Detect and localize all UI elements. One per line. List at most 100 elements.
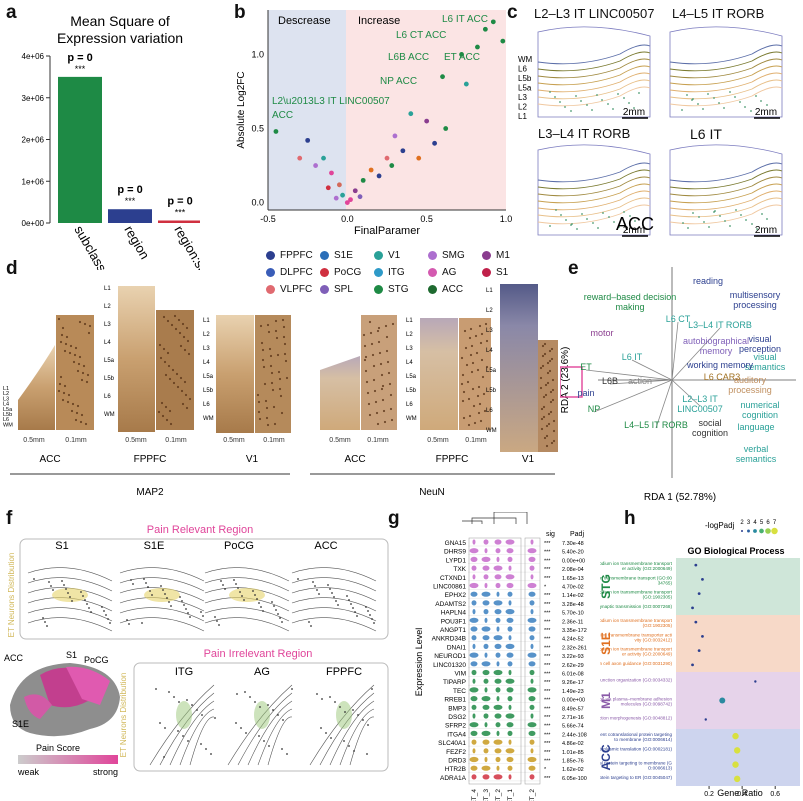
h-term: SRP–dependent cotranslational protein ta…	[600, 732, 672, 737]
f-side-bottom: ET Neurons Distribution	[119, 673, 128, 758]
rda-highlight-box	[560, 366, 583, 398]
g-sig: ***	[544, 759, 551, 765]
rda-term: language	[737, 422, 774, 432]
h-term: protein targeting to ER (GO:0045047)	[600, 775, 672, 780]
rda-term: L6 CT	[666, 314, 691, 324]
d-layer-label: L2	[3, 391, 9, 397]
h-dot	[733, 775, 741, 783]
h-dot	[694, 620, 698, 624]
d-layer-label: L2	[406, 332, 413, 338]
f-region-ag: AG	[254, 666, 270, 678]
legend-m1: M1	[482, 250, 510, 261]
g-column: others_ET_2	[495, 789, 502, 801]
d-layer-label: WM	[3, 422, 13, 428]
bar-pvalue: p = 0	[117, 184, 142, 196]
h-group-stg: STG	[600, 574, 613, 599]
d-layer-label: L4	[203, 360, 210, 366]
b-xtick: 1.0	[500, 214, 513, 224]
rda-term: social	[698, 418, 721, 428]
b-point	[344, 200, 350, 205]
f-side-top: ET Neurons Distribution	[7, 553, 16, 638]
g-sig: ***	[544, 611, 551, 617]
h-title: GO Biological Process	[687, 546, 784, 556]
panel-label-d: d	[6, 258, 18, 279]
rda-term: action	[628, 376, 652, 386]
legend-pocg: PoCG	[320, 267, 361, 278]
g-sig: ***	[544, 750, 551, 756]
g-padj: 7.30e-48	[562, 541, 584, 547]
b-xtick: 0.0	[341, 214, 354, 224]
g-padj: 2.08e-04	[562, 567, 584, 573]
a-xlabel: subclass	[71, 223, 110, 270]
g-gene: TIPARP	[443, 679, 466, 686]
panel-a-chart: Mean Square of Expression variation 0e+0…	[22, 13, 200, 270]
g-sig: *	[544, 767, 547, 773]
g-sig: ***	[544, 741, 551, 747]
g-sig: ***	[544, 680, 551, 686]
c-layer-label: L1	[518, 112, 527, 121]
g-gene: ADRA1A	[440, 775, 467, 782]
g-sig: *	[544, 585, 547, 591]
d-layer-label: L1	[406, 318, 413, 324]
b-point	[368, 167, 374, 173]
decrease-label: Descrease	[278, 15, 331, 27]
neun-acc-section	[320, 356, 360, 430]
g-gene: ITGA4	[447, 731, 466, 738]
rda-term: ET	[580, 362, 592, 372]
legend-v1: V1	[374, 250, 400, 261]
h-group-band	[676, 615, 800, 672]
b-point	[360, 177, 366, 183]
g-sig: ***	[544, 706, 551, 712]
d-layer-label: L5b	[486, 388, 497, 394]
rda-term: reward–based decision	[584, 292, 677, 302]
g-gene: DRD3	[448, 758, 466, 765]
b-point	[297, 155, 303, 161]
panel-f: Pain Relevant Region ET Neurons Distribu…	[4, 524, 389, 777]
g-sig: ***	[544, 619, 551, 625]
b-point	[389, 163, 395, 168]
brain-label-acc: ACC	[4, 653, 24, 663]
map2-fppfc-zoom	[156, 310, 194, 430]
panel-e-rda: RDA 2 (23.6%) RDA 1 (52.78%) reading mult…	[560, 267, 796, 503]
b-point	[340, 192, 345, 198]
rda-term: multisensory	[730, 290, 781, 300]
a-ytick: 0e+00	[22, 219, 45, 228]
panel-g-violin: Expression Level sig Padj GNA15 *** 7.30e-…	[414, 512, 587, 801]
g-gene: POU3F1	[441, 618, 467, 625]
g-padj: 5.66e-74	[562, 724, 584, 730]
rda-ylabel: RDA 2 (23.6%)	[560, 347, 571, 414]
d-layer-label: L2	[104, 304, 111, 310]
svg-text:0.5mm: 0.5mm	[125, 437, 147, 444]
h-xtick: 0.4	[737, 791, 747, 798]
rda-term: processing	[728, 385, 772, 395]
neun-fppfc-section	[420, 318, 458, 430]
bar-region-subclass	[158, 220, 200, 223]
svg-text:7: 7	[773, 520, 777, 526]
svg-text:0.5mm: 0.5mm	[23, 437, 45, 444]
d-layer-label: L5b	[406, 388, 417, 394]
b-point	[482, 26, 488, 32]
h-dot	[754, 680, 757, 683]
a-ytick: 1e+06	[22, 177, 45, 186]
neun-acc-zoom	[361, 315, 397, 430]
chart-a-yticks: 0e+00 1e+06 2e+06 3e+06 4e+06	[22, 52, 50, 228]
svg-text:3: 3	[747, 520, 751, 526]
h-xtick: 0.2	[704, 791, 714, 798]
g-sig: ***	[544, 724, 551, 730]
legend-s1e: S1E	[320, 250, 353, 261]
g-gene: ADAMTS2	[435, 601, 466, 608]
d-layer-label: WM	[104, 412, 115, 418]
b-xtick: 0.5	[420, 214, 433, 224]
rda-term: semantics	[745, 362, 786, 372]
g-padj: 2.36e-11	[562, 619, 583, 625]
g-padj: 1.85e-76	[562, 759, 584, 765]
f-region-fppfc: FPPFC	[326, 666, 362, 678]
bar-pvalue: p = 0	[167, 195, 192, 207]
h-group-s1e: S1E	[600, 632, 613, 655]
panel-label-e: e	[568, 258, 579, 279]
f-irrelevant-box	[133, 662, 389, 772]
c-scale: 2mm	[755, 225, 777, 236]
d-caption-2: FPPFC	[134, 454, 167, 465]
